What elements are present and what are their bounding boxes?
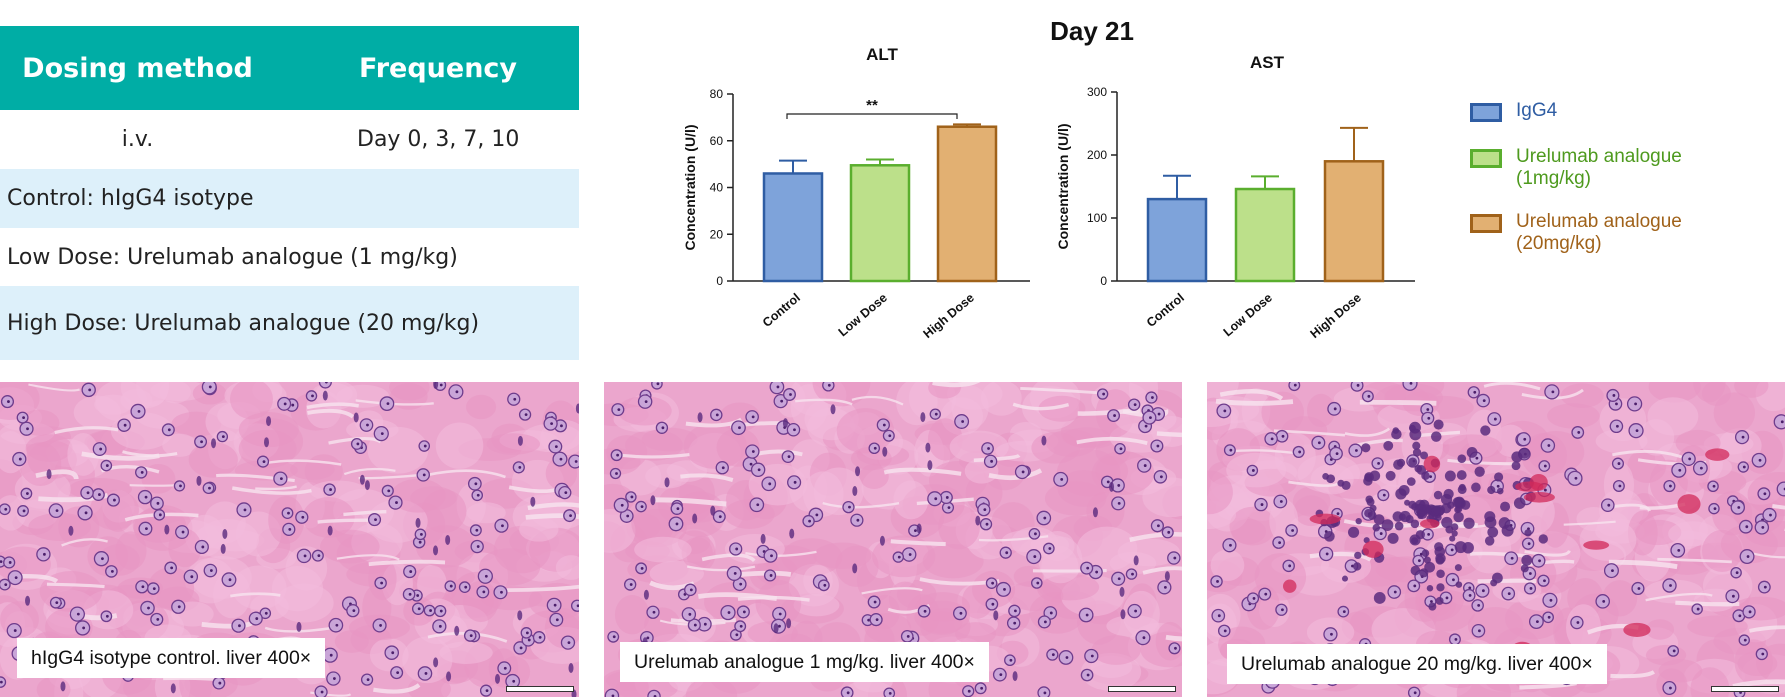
legend-item-low-dose: Urelumab analogue (1mg/kg) [1470, 146, 1706, 190]
y-tick-label: 200 [1087, 148, 1107, 162]
x-tick-label: High Dose [1308, 291, 1364, 341]
histology-image-high-dose: Urelumab analogue 20 mg/kg. liver 400× [1207, 382, 1785, 697]
chart-title: AST [1250, 53, 1285, 72]
group-low-dose-row: Low Dose: Urelumab analogue (1 mg/kg) [0, 228, 579, 286]
bar-low-dose [1234, 187, 1296, 283]
bar-high-dose [936, 125, 998, 283]
legend-label-high-dose: Urelumab analogue (20mg/kg) [1516, 211, 1682, 254]
legend-label-low-dose: Urelumab analogue (1mg/kg) [1516, 146, 1682, 189]
y-tick-label: 80 [710, 87, 724, 101]
bar-charts: ALT Concentration (U/l) 0 20 40 60 80 Control Lo… [682, 45, 1415, 341]
y-tick-label: 20 [710, 227, 724, 241]
legend-item-high-dose: Urelumab analogue (20mg/kg) [1470, 211, 1706, 255]
figure-title: Day 21 [1050, 16, 1134, 46]
scale-bar [1711, 686, 1779, 692]
liver-tissue-control [0, 382, 579, 697]
dosing-method-cell: i.v. [121, 127, 154, 152]
x-tick-label: Low Dose [836, 291, 890, 340]
x-tick-label: High Dose [921, 291, 977, 341]
y-tick-label: 60 [710, 134, 724, 148]
caption-low-dose: Urelumab analogue 1 mg/kg. liver 400× [620, 642, 989, 682]
y-tick-label: 40 [710, 181, 724, 195]
significance-bracket [786, 113, 958, 119]
group-control-row: Control: hIgG4 isotype [0, 169, 579, 228]
legend-label-igg4: IgG4 [1516, 100, 1558, 121]
legend-swatch-igg4 [1470, 103, 1502, 122]
table-header-row: Dosing method Frequency [0, 26, 579, 110]
scale-bar [506, 686, 574, 692]
group-high-dose-row: High Dose: Urelumab analogue (20 mg/kg) [0, 286, 579, 360]
caption-control: hIgG4 isotype control. liver 400× [17, 638, 326, 678]
chart-alt: ALT Concentration (U/l) 0 20 40 60 80 Control Lo… [682, 45, 1030, 341]
legend-swatch-low-dose [1470, 149, 1502, 168]
header-frequency: Frequency [359, 52, 518, 84]
caption-high-dose: Urelumab analogue 20 mg/kg. liver 400× [1227, 644, 1607, 684]
frequency-cell: Day 0, 3, 7, 10 [357, 127, 520, 152]
y-axis-label: Concentration (U/l) [1055, 124, 1071, 250]
chart-title: ALT [866, 45, 898, 64]
chart-ast: AST Concentration (U/l) 0 100 200 300 Control L… [1055, 53, 1415, 341]
header-dosing-method: Dosing method [22, 52, 253, 84]
x-tick-label: Control [1144, 291, 1187, 330]
bar-high-dose [1323, 160, 1385, 283]
significance-label: ** [866, 97, 878, 114]
scale-bar [1108, 686, 1176, 692]
y-tick-label: 100 [1087, 211, 1107, 225]
table-row: i.v. Day 0, 3, 7, 10 [0, 110, 579, 169]
bar-control [1146, 197, 1208, 283]
y-tick-label: 300 [1087, 85, 1107, 99]
bar-control [762, 172, 824, 283]
bar-low-dose [849, 164, 911, 283]
dosing-table: Dosing method Frequency i.v. Day 0, 3, 7… [0, 26, 579, 360]
y-tick-label: 0 [716, 274, 723, 288]
histology-image-control: hIgG4 isotype control. liver 400× [0, 382, 579, 697]
legend-swatch-high-dose [1470, 214, 1502, 233]
x-tick-label: Control [760, 291, 803, 330]
x-tick-label: Low Dose [1221, 291, 1275, 340]
legend-item-igg4: IgG4 [1470, 100, 1706, 122]
histology-image-low-dose: Urelumab analogue 1 mg/kg. liver 400× [604, 382, 1182, 697]
y-tick-label: 0 [1100, 274, 1107, 288]
y-axis-label: Concentration (U/l) [682, 125, 698, 251]
